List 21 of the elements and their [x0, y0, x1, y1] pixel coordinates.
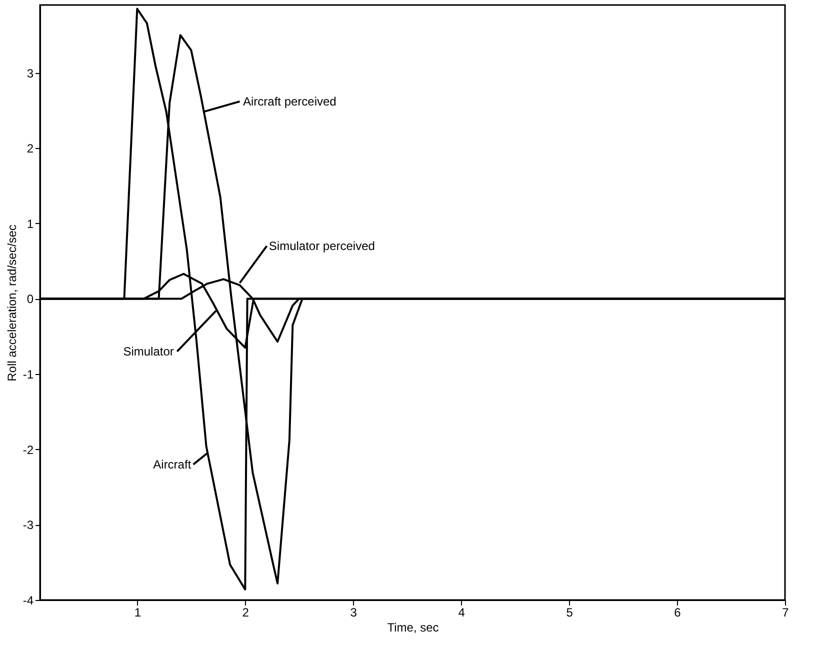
text: Simulator perceived	[268, 239, 375, 254]
x-tick-label: 3	[350, 606, 358, 620]
x-tick-label: 7	[782, 606, 790, 620]
y-tick-label: -3	[22, 518, 34, 532]
series-label: Aircraft	[153, 457, 192, 472]
x-tick-label: 6	[674, 606, 682, 620]
x-tick-label: 2	[242, 606, 250, 620]
text: Simulator	[123, 344, 174, 358]
legend-label: Aircraft perceived	[242, 94, 336, 108]
y-tick-label: 1	[26, 216, 34, 231]
y-axis-title: Roll acceleration, rad/sec/sec	[4, 224, 19, 382]
x-tick-label: 5	[566, 606, 574, 620]
x-axis-title: Time, sec	[387, 620, 439, 634]
x-tick-label: 1	[134, 606, 142, 620]
y-tick-label: -4	[22, 594, 34, 608]
y-tick-label: 2	[26, 142, 34, 156]
y-tick-label: 0	[26, 292, 34, 306]
y-tick-label: -1	[22, 368, 34, 382]
y-tick-label: -2	[22, 442, 34, 457]
x-tick-label: 4	[458, 606, 466, 620]
y-tick-label: 3	[26, 66, 34, 80]
